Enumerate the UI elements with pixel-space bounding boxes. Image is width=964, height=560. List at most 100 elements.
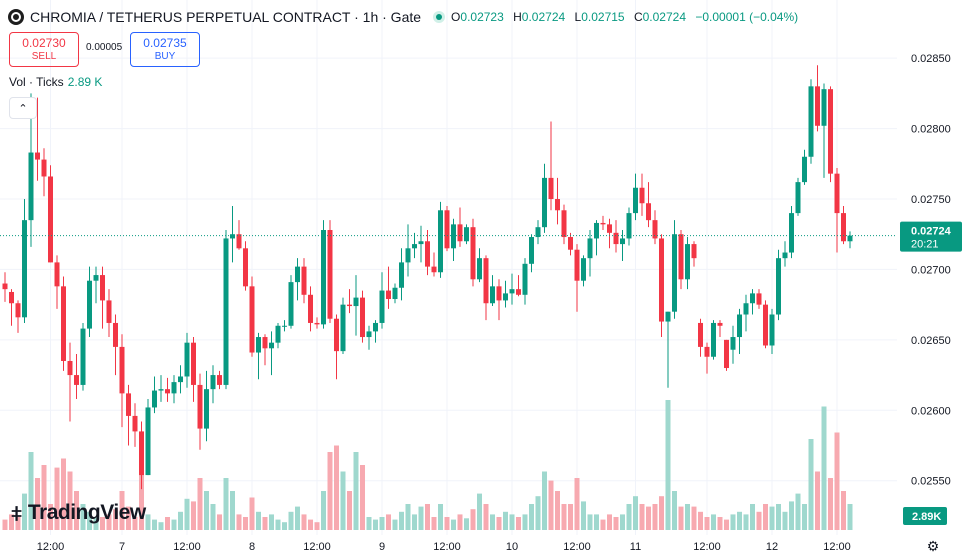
volume-bar xyxy=(54,467,60,530)
candle-body xyxy=(698,322,703,347)
volume-bar xyxy=(769,506,775,530)
volume-bar xyxy=(724,519,729,530)
sell-button[interactable]: 0.02730 SELL xyxy=(9,32,79,67)
candle-body xyxy=(665,311,671,322)
candle-body xyxy=(139,431,144,476)
price-axis[interactable]: 0.02550 0.02600 0.02650 0.02700 0.02750 0.028… xyxy=(897,0,964,560)
candle-body xyxy=(717,322,723,326)
candle-body xyxy=(48,176,53,263)
candle xyxy=(204,370,209,442)
candle-body xyxy=(574,249,580,281)
volume-bar xyxy=(145,514,151,530)
candle xyxy=(789,206,794,259)
time-tick-label: 12:00 xyxy=(563,541,591,553)
candle-body xyxy=(327,230,333,319)
volume-legend[interactable]: Vol · Ticks 2.89 K xyxy=(9,75,102,89)
candle-body xyxy=(600,222,606,225)
candle-body xyxy=(230,234,235,239)
volume-tag-label: 2.89K xyxy=(912,511,941,523)
candle xyxy=(815,65,820,132)
candle xyxy=(516,275,521,297)
volume-bar xyxy=(789,501,794,530)
candle xyxy=(22,199,27,323)
price-change: −0.00001 (−0.04%) xyxy=(695,10,799,24)
volume-bar xyxy=(353,452,359,530)
candle-body xyxy=(412,244,417,249)
chevron-up-icon: ⌃ xyxy=(18,102,28,115)
time-tick-label: 11 xyxy=(630,541,641,553)
candle xyxy=(2,272,8,302)
buy-button[interactable]: 0.02735 BUY xyxy=(130,32,200,67)
candle-body xyxy=(171,382,177,394)
candle-body xyxy=(457,224,463,242)
price-tick-label: 0.02600 xyxy=(911,405,951,417)
volume-bar xyxy=(743,514,749,530)
candle xyxy=(275,322,281,349)
volume-bar xyxy=(204,491,209,530)
candle xyxy=(652,210,658,245)
candle-body xyxy=(522,263,528,295)
volume-bar xyxy=(269,514,274,530)
candle-body xyxy=(22,220,27,318)
volume-bar xyxy=(581,501,586,530)
volume-bar xyxy=(808,439,814,530)
candle-body xyxy=(126,393,131,416)
volume-bar xyxy=(522,514,528,530)
candle-body xyxy=(847,235,853,242)
candle xyxy=(600,215,606,230)
candle xyxy=(210,365,216,404)
candle xyxy=(581,255,586,287)
candle-body xyxy=(782,252,788,259)
candle-body xyxy=(87,280,92,329)
price-tick-label: 0.02550 xyxy=(911,476,951,488)
candle-body xyxy=(431,266,437,273)
chart-settings-gear-icon[interactable]: ⚙ xyxy=(926,537,940,554)
candle-body xyxy=(301,266,307,295)
tradingview-brand[interactable]: ⧧ TradingView xyxy=(11,500,146,526)
volume-bar xyxy=(9,514,14,530)
candle-body xyxy=(490,286,495,304)
price-tick-label: 0.02800 xyxy=(911,124,951,136)
candle-body xyxy=(15,303,21,318)
candle-body xyxy=(314,322,320,325)
time-axis[interactable]: 12:00 7 12:00 8 12:00 9 12:00 10 12:00 11 12:00 12 1… xyxy=(37,541,851,553)
candle xyxy=(672,220,677,319)
volume-bar xyxy=(106,514,112,530)
candle xyxy=(48,165,53,263)
price-countdown-label: 20:21 xyxy=(911,239,939,251)
volume-bar xyxy=(126,506,131,530)
last-price-label: 0.02724 xyxy=(911,226,952,238)
candle-body xyxy=(613,232,619,245)
candle xyxy=(347,289,352,314)
candle-body xyxy=(145,407,151,476)
candle xyxy=(217,370,222,390)
volume-bar xyxy=(158,522,164,530)
candle xyxy=(54,255,60,309)
volume-bar xyxy=(659,496,664,530)
candle-body xyxy=(496,286,502,301)
candle xyxy=(607,218,612,249)
candle-body xyxy=(464,227,469,242)
collapse-legend-button[interactable]: ⌃ xyxy=(9,97,37,119)
candle-body xyxy=(685,244,690,280)
candle-body xyxy=(652,220,658,239)
candle xyxy=(197,373,203,450)
volume-bar xyxy=(639,504,645,530)
candle-body xyxy=(646,203,651,221)
volume-bar xyxy=(594,514,599,530)
candle-body xyxy=(353,297,359,307)
candle xyxy=(74,353,79,400)
volume-bar xyxy=(256,511,261,530)
time-tick-label: 12:00 xyxy=(433,541,461,553)
candle-body xyxy=(340,304,346,352)
volume-bar xyxy=(2,519,8,530)
candle xyxy=(568,232,573,256)
candle-body xyxy=(262,337,268,349)
candle-body xyxy=(405,248,411,263)
volume-bar xyxy=(821,406,827,530)
volume-bar xyxy=(119,491,125,530)
candle-body xyxy=(288,282,294,326)
market-status-icon[interactable] xyxy=(433,11,446,23)
symbol-title[interactable]: CHROMIA / TETHERUS PERPETUAL CONTRACT · … xyxy=(30,9,422,25)
